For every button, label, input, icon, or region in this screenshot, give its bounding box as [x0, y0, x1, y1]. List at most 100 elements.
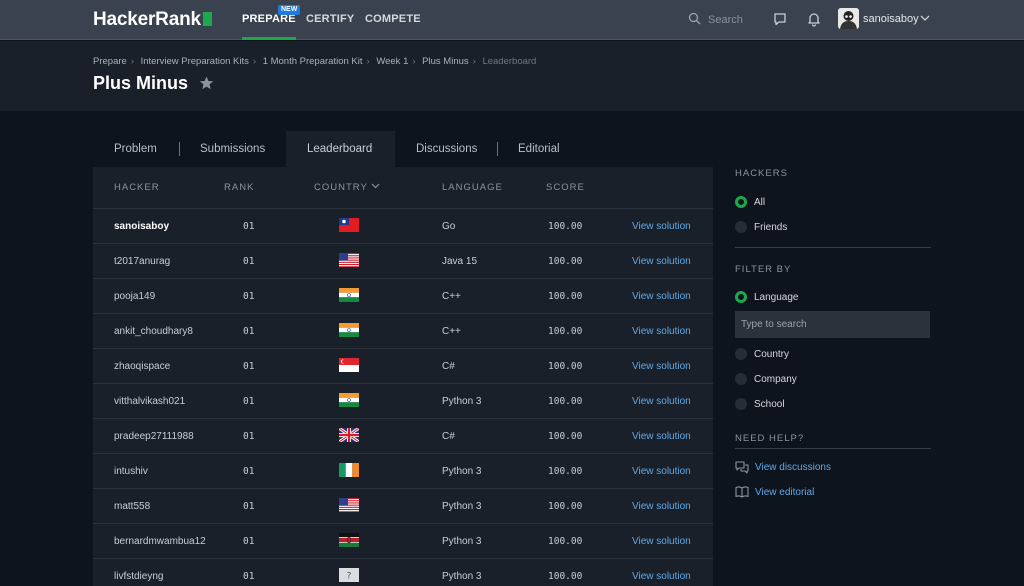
- language-value: C#: [442, 361, 455, 372]
- hacker-name[interactable]: t2017anurag: [114, 256, 171, 267]
- language-value: Python 3: [442, 396, 482, 407]
- avatar[interactable]: [838, 8, 859, 29]
- rank-value: 01: [243, 221, 255, 232]
- breadcrumb-interview-kits[interactable]: Interview Preparation Kits: [140, 56, 249, 67]
- score-value: 100.00: [548, 256, 583, 267]
- sidebar-divider: [735, 448, 931, 449]
- hacker-name[interactable]: intushiv: [114, 466, 148, 477]
- star-icon[interactable]: [199, 76, 214, 90]
- hacker-name[interactable]: livfstdieyng: [114, 571, 164, 582]
- radio-all-label[interactable]: All: [754, 197, 766, 208]
- radio-friends[interactable]: [735, 221, 747, 233]
- chat-icon[interactable]: [772, 11, 788, 27]
- tab-problem[interactable]: Problem: [114, 143, 157, 155]
- language-search-input[interactable]: [735, 311, 930, 338]
- header-hacker: HACKER: [114, 182, 160, 193]
- rank-value: 01: [243, 571, 255, 582]
- radio-friends-label[interactable]: Friends: [754, 222, 788, 233]
- hacker-name[interactable]: vitthalvikash021: [114, 396, 186, 407]
- hacker-name[interactable]: bernardmwambua12: [114, 536, 206, 547]
- need-help-heading: NEED HELP?: [735, 433, 805, 444]
- hacker-name[interactable]: pradeep27111988: [114, 431, 194, 442]
- tab-editorial[interactable]: Editorial: [518, 143, 560, 155]
- view-solution-link[interactable]: View solution: [632, 256, 691, 267]
- tab-submissions[interactable]: Submissions: [200, 143, 266, 155]
- view-solution-link[interactable]: View solution: [632, 571, 691, 582]
- tab-discussions[interactable]: Discussions: [416, 143, 478, 155]
- hackerrank-logo[interactable]: HackerRank: [93, 9, 212, 31]
- breadcrumb-separator-icon: ›: [412, 56, 416, 67]
- table-row: t2017anurag 01 Java 15 100.00 View solution: [93, 243, 713, 278]
- view-solution-link[interactable]: View solution: [632, 291, 691, 302]
- rank-value: 01: [243, 466, 255, 477]
- view-solution-link[interactable]: View solution: [632, 361, 691, 372]
- logo-mark-icon: [202, 12, 212, 26]
- language-value: Go: [442, 221, 456, 232]
- radio-country[interactable]: [735, 348, 747, 360]
- view-editorial-link[interactable]: View editorial: [755, 487, 815, 498]
- radio-school-label[interactable]: School: [754, 399, 785, 410]
- view-solution-link[interactable]: View solution: [632, 221, 691, 232]
- table-row: vitthalvikash021 01 Python 3 100.00 View sol…: [93, 383, 713, 418]
- taiwan-flag-icon: [339, 218, 359, 232]
- hacker-name[interactable]: ankit_choudhary8: [114, 326, 193, 337]
- view-solution-link[interactable]: View solution: [632, 396, 691, 407]
- radio-company-label[interactable]: Company: [754, 374, 797, 385]
- nav-compete[interactable]: COMPETE: [365, 13, 421, 25]
- new-badge: NEW: [278, 5, 301, 15]
- breadcrumb-week[interactable]: Week 1: [376, 56, 409, 67]
- tab-bar: Problem Submissions Leaderboard Discussi…: [93, 131, 713, 167]
- radio-country-label[interactable]: Country: [754, 349, 790, 360]
- radio-language-label[interactable]: Language: [754, 292, 799, 303]
- bell-icon[interactable]: [806, 11, 822, 27]
- unknown-flag-icon: ?: [339, 568, 359, 582]
- breadcrumb-separator-icon: ›: [472, 56, 476, 67]
- rank-value: 01: [243, 256, 255, 267]
- rank-value: 01: [243, 536, 255, 547]
- score-value: 100.00: [548, 571, 583, 582]
- rank-value: 01: [243, 501, 255, 512]
- language-value: Python 3: [442, 466, 482, 477]
- hacker-name[interactable]: pooja149: [114, 291, 156, 302]
- view-solution-link[interactable]: View solution: [632, 326, 691, 337]
- discussions-icon: [735, 461, 749, 474]
- search-input[interactable]: [708, 11, 768, 29]
- language-value: Python 3: [442, 536, 482, 547]
- breadcrumb-month-kit[interactable]: 1 Month Preparation Kit: [262, 56, 363, 67]
- breadcrumb-plus-minus[interactable]: Plus Minus: [422, 56, 469, 67]
- header-country[interactable]: COUNTRY: [314, 182, 380, 193]
- hacker-name[interactable]: sanoisaboy: [114, 221, 170, 232]
- nav-certify[interactable]: CERTIFY: [306, 13, 355, 25]
- table-row: matt558 01 Python 3 100.00 View solution: [93, 488, 713, 523]
- table-row: pooja149 01 C++ 100.00 View solution: [93, 278, 713, 313]
- view-solution-link[interactable]: View solution: [632, 466, 691, 477]
- view-discussions-link[interactable]: View discussions: [755, 462, 831, 473]
- language-value: Python 3: [442, 501, 482, 512]
- score-value: 100.00: [548, 291, 583, 302]
- uk-flag-icon: [339, 428, 359, 442]
- username[interactable]: sanoisaboy: [863, 13, 919, 25]
- table-row: ankit_choudhary8 01 C++ 100.00 View solution: [93, 313, 713, 348]
- breadcrumb-prepare[interactable]: Prepare: [93, 56, 127, 67]
- header-language: LANGUAGE: [442, 182, 503, 193]
- search-icon: [688, 12, 701, 25]
- radio-school[interactable]: [735, 398, 747, 410]
- hacker-name[interactable]: zhaoqispace: [114, 361, 171, 372]
- chevron-down-icon[interactable]: [920, 14, 930, 22]
- radio-language[interactable]: [735, 291, 747, 303]
- view-solution-link[interactable]: View solution: [632, 501, 691, 512]
- rank-value: 01: [243, 326, 255, 337]
- search-box[interactable]: [688, 11, 768, 29]
- view-solution-link[interactable]: View solution: [632, 431, 691, 442]
- singapore-flag-icon: [339, 358, 359, 372]
- score-value: 100.00: [548, 536, 583, 547]
- tab-leaderboard[interactable]: Leaderboard: [286, 131, 395, 167]
- view-solution-link[interactable]: View solution: [632, 536, 691, 547]
- table-row: pradeep27111988 01 C# 100.00 View solution: [93, 418, 713, 453]
- kenya-flag-icon: [339, 533, 359, 547]
- radio-company[interactable]: [735, 373, 747, 385]
- score-value: 100.00: [548, 396, 583, 407]
- hacker-name[interactable]: matt558: [114, 501, 151, 512]
- nav-prepare[interactable]: PREPARE: [242, 0, 296, 40]
- radio-all[interactable]: [735, 196, 747, 208]
